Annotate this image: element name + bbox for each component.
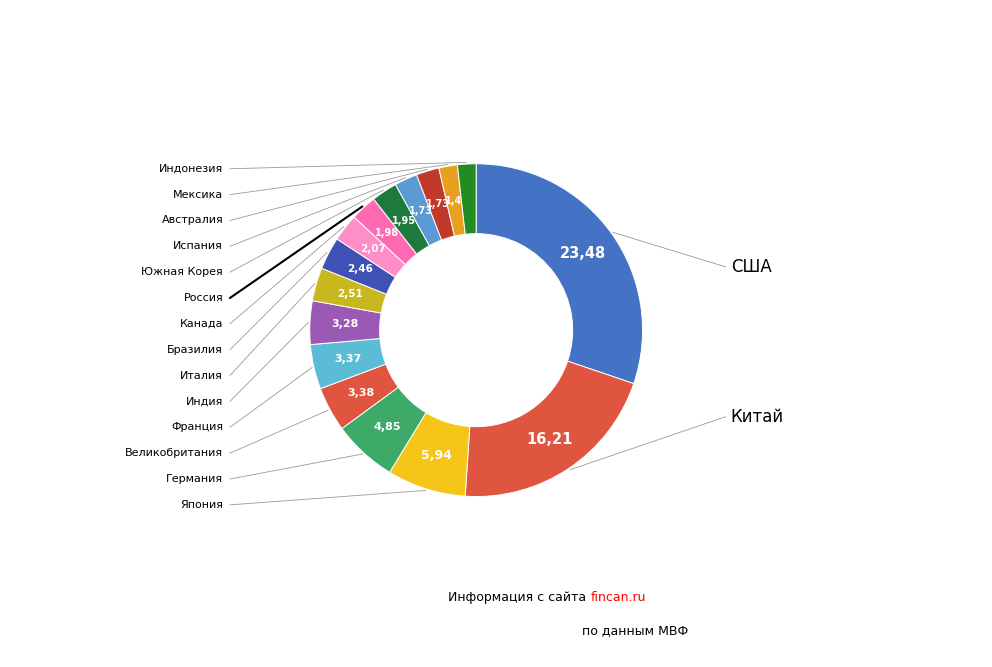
Wedge shape <box>310 301 381 345</box>
Text: Мексика: Мексика <box>173 189 223 199</box>
Text: Германия: Германия <box>166 474 223 484</box>
Text: 2,07: 2,07 <box>360 244 386 254</box>
Text: Россия: Россия <box>184 293 223 303</box>
Text: 2,51: 2,51 <box>337 289 363 299</box>
Text: 1,95: 1,95 <box>392 215 416 225</box>
Wedge shape <box>457 164 476 234</box>
Text: Индонезия: Индонезия <box>159 164 223 174</box>
Wedge shape <box>312 268 387 313</box>
Wedge shape <box>321 239 396 294</box>
Text: 1,98: 1,98 <box>375 228 399 238</box>
Text: 4,85: 4,85 <box>374 422 401 432</box>
Text: Южная Корея: Южная Корея <box>142 267 223 277</box>
Text: 3,37: 3,37 <box>334 354 362 364</box>
Wedge shape <box>310 339 386 389</box>
Text: США: США <box>731 258 772 276</box>
Wedge shape <box>476 164 643 384</box>
Wedge shape <box>374 185 430 254</box>
Text: fincan.ru: fincan.ru <box>590 591 646 604</box>
Text: Индия: Индия <box>186 396 223 406</box>
Text: 5,94: 5,94 <box>421 449 452 462</box>
Text: Италия: Италия <box>181 371 223 381</box>
Text: Бразилия: Бразилия <box>168 345 223 355</box>
Wedge shape <box>342 388 426 472</box>
Wedge shape <box>390 413 470 496</box>
Wedge shape <box>396 175 441 245</box>
Text: Китай: Китай <box>731 408 784 426</box>
Text: Информация с сайта: Информация с сайта <box>448 591 590 604</box>
Wedge shape <box>438 165 465 236</box>
Text: Канада: Канада <box>180 319 223 329</box>
Text: 1,73: 1,73 <box>409 206 433 216</box>
Text: 3,28: 3,28 <box>331 319 358 329</box>
Text: 23,48: 23,48 <box>559 246 606 261</box>
Wedge shape <box>320 364 399 428</box>
Text: 2,46: 2,46 <box>346 264 373 274</box>
Text: Франция: Франция <box>171 422 223 432</box>
Wedge shape <box>354 199 417 265</box>
Text: 1,4: 1,4 <box>445 195 462 205</box>
Text: по данным МВФ: по данным МВФ <box>581 624 688 637</box>
Wedge shape <box>417 168 454 240</box>
Text: Великобритания: Великобритания <box>125 448 223 458</box>
Text: Япония: Япония <box>181 500 223 510</box>
Text: Испания: Испания <box>174 241 223 251</box>
Text: 1,73: 1,73 <box>426 199 449 209</box>
Text: 16,21: 16,21 <box>526 432 572 447</box>
Wedge shape <box>337 217 406 277</box>
Wedge shape <box>465 361 634 496</box>
Text: 3,38: 3,38 <box>347 388 374 398</box>
Text: Австралия: Австралия <box>162 215 223 225</box>
